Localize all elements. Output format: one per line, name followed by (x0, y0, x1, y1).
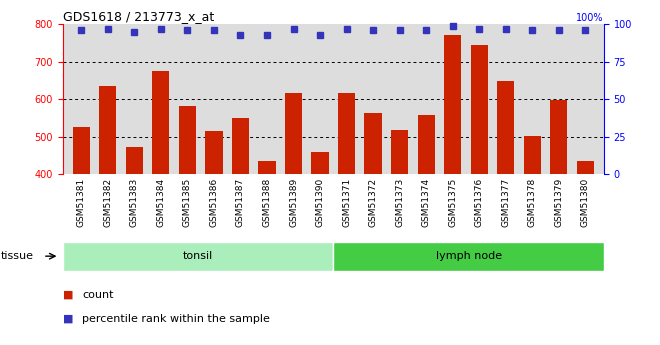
Bar (338, 93, 355, 174)
Text: GSM51374: GSM51374 (422, 178, 431, 227)
Text: GSM51376: GSM51376 (475, 178, 484, 227)
Bar (312, 152, 329, 174)
Text: GSM51372: GSM51372 (368, 178, 378, 227)
Bar (391, 130, 409, 174)
Text: GSM51389: GSM51389 (289, 178, 298, 227)
Text: GSM51375: GSM51375 (448, 178, 457, 227)
Text: ■: ■ (63, 290, 73, 300)
Bar (99, 86, 116, 174)
Bar (444, 36, 461, 174)
Text: percentile rank within the sample: percentile rank within the sample (82, 314, 271, 324)
Text: GSM51382: GSM51382 (104, 178, 112, 227)
Text: count: count (82, 290, 114, 300)
Bar (205, 131, 222, 174)
Text: GSM51380: GSM51380 (581, 178, 590, 227)
Text: GSM51387: GSM51387 (236, 178, 245, 227)
Text: lymph node: lymph node (436, 251, 502, 261)
Bar (63, 241, 333, 271)
Text: ■: ■ (63, 314, 73, 324)
Text: GSM51371: GSM51371 (342, 178, 351, 227)
Text: GSM51386: GSM51386 (209, 178, 218, 227)
Text: GDS1618 / 213773_x_at: GDS1618 / 213773_x_at (63, 10, 214, 23)
Text: tissue: tissue (1, 251, 34, 261)
Text: GSM51381: GSM51381 (77, 178, 86, 227)
Text: GSM51390: GSM51390 (315, 178, 325, 227)
Bar (333, 241, 604, 271)
Text: 100%: 100% (576, 13, 604, 23)
Text: GSM51378: GSM51378 (528, 178, 537, 227)
Text: GSM51383: GSM51383 (130, 178, 139, 227)
Bar (258, 161, 276, 174)
Bar (125, 147, 143, 174)
Bar (285, 93, 302, 174)
Text: GSM51373: GSM51373 (395, 178, 404, 227)
Bar (152, 71, 170, 174)
Bar (497, 81, 514, 174)
Text: GSM51379: GSM51379 (554, 178, 563, 227)
Text: GSM51385: GSM51385 (183, 178, 192, 227)
Bar (523, 136, 541, 174)
Text: tonsil: tonsil (183, 251, 213, 261)
Text: GSM51388: GSM51388 (263, 178, 271, 227)
Bar (232, 118, 249, 174)
Bar (418, 115, 435, 174)
Bar (179, 106, 196, 174)
Bar (577, 161, 594, 174)
Bar (364, 113, 381, 174)
Text: GSM51384: GSM51384 (156, 178, 166, 227)
Text: GSM51377: GSM51377 (501, 178, 510, 227)
Bar (471, 45, 488, 174)
Bar (550, 100, 568, 174)
Bar (73, 127, 90, 174)
